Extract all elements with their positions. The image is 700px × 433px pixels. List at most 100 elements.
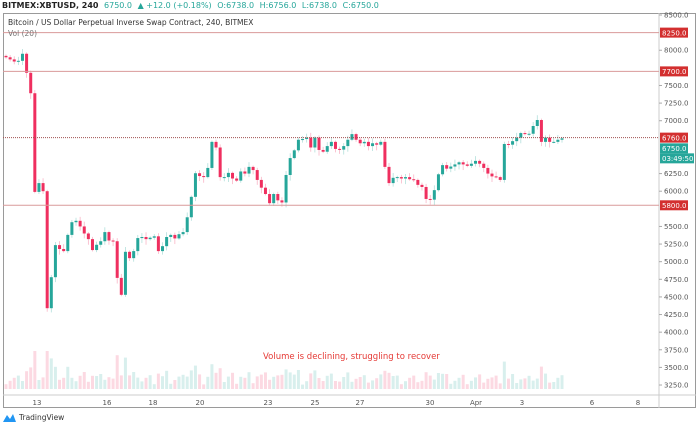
candle-up bbox=[556, 139, 560, 142]
volume-bar bbox=[478, 374, 482, 389]
candle-down bbox=[111, 240, 115, 242]
volume-bar bbox=[144, 377, 148, 389]
candle-up bbox=[177, 234, 181, 239]
candle-down bbox=[202, 176, 206, 178]
volume-bar bbox=[515, 383, 519, 389]
candle-down bbox=[486, 167, 490, 174]
volume-bar bbox=[309, 373, 313, 389]
candle-up bbox=[552, 141, 556, 143]
candle-up bbox=[148, 237, 152, 240]
volume-bar bbox=[49, 358, 53, 389]
candle-up bbox=[20, 53, 24, 61]
candle-up bbox=[210, 141, 214, 168]
candle-up bbox=[66, 234, 70, 252]
volume-bar bbox=[523, 378, 527, 389]
candle-up bbox=[519, 133, 523, 138]
volume-bar bbox=[53, 366, 57, 389]
volume-bar bbox=[103, 379, 107, 389]
price-tick-label: 4750.0 bbox=[664, 276, 689, 284]
volume-bar bbox=[296, 370, 300, 389]
candle-down bbox=[461, 162, 465, 165]
candle-up bbox=[342, 146, 346, 150]
volume-bar bbox=[259, 374, 263, 389]
candle-up bbox=[95, 244, 99, 251]
candle-down bbox=[317, 137, 321, 150]
candle-down bbox=[218, 147, 222, 178]
candle-up bbox=[379, 141, 383, 145]
volume-bar bbox=[45, 351, 49, 389]
volume-bar bbox=[95, 376, 99, 389]
price-tick-label: 7500.0 bbox=[664, 82, 689, 90]
candle-up bbox=[226, 172, 230, 178]
volume-bar bbox=[255, 376, 259, 389]
symbol-name: BITMEX:XBTUSD, 240 bbox=[2, 1, 99, 10]
time-tick-label: 30 bbox=[426, 399, 435, 407]
candle-up bbox=[152, 236, 156, 238]
volume-bar bbox=[33, 351, 37, 389]
volume-bar bbox=[325, 375, 329, 389]
volume-bar bbox=[457, 377, 461, 389]
volume-bar bbox=[535, 378, 539, 389]
volume-bar bbox=[408, 377, 412, 389]
volume-bar bbox=[169, 383, 173, 389]
candle-up bbox=[99, 241, 103, 245]
volume-bar bbox=[305, 381, 309, 389]
candle-up bbox=[136, 238, 140, 252]
candle-down bbox=[115, 241, 119, 278]
volume-bar bbox=[62, 377, 66, 389]
candle-up bbox=[527, 133, 531, 135]
volume-bar bbox=[218, 368, 222, 389]
ohlc-low: L:6738.0 bbox=[301, 1, 338, 10]
chart-frame[interactable] bbox=[3, 13, 696, 408]
volume-bar bbox=[165, 370, 169, 389]
candle-up bbox=[502, 143, 506, 180]
candle-up bbox=[284, 174, 288, 203]
candle-down bbox=[263, 187, 267, 195]
candle-down bbox=[82, 226, 86, 234]
volume-bar bbox=[371, 380, 375, 389]
candle-up bbox=[432, 190, 436, 200]
volume-indicator-label[interactable]: Vol (20) bbox=[8, 29, 38, 38]
candle-down bbox=[478, 160, 482, 164]
volume-bar bbox=[58, 379, 62, 389]
candle-up bbox=[395, 177, 399, 179]
candle-down bbox=[173, 234, 177, 239]
candle-up bbox=[453, 164, 457, 167]
volume-bar bbox=[66, 366, 70, 389]
candle-down bbox=[399, 177, 403, 179]
volume-bar bbox=[362, 375, 366, 389]
candle-up bbox=[441, 165, 445, 175]
volume-bar bbox=[214, 372, 218, 389]
candle-down bbox=[523, 133, 527, 135]
candle-up bbox=[560, 138, 564, 140]
candle-down bbox=[416, 179, 420, 185]
volume-bar bbox=[25, 371, 29, 389]
price-tick-label: 8000.0 bbox=[664, 47, 689, 55]
candle-down bbox=[333, 141, 337, 149]
volume-bar bbox=[181, 374, 185, 389]
level-price-label: 5800.0 bbox=[662, 202, 687, 210]
time-tick-label: 13 bbox=[33, 399, 42, 407]
volume-bar bbox=[358, 377, 362, 389]
candle-down bbox=[366, 141, 370, 147]
volume-bar bbox=[317, 378, 321, 389]
volume-bar bbox=[74, 381, 78, 389]
candle-up bbox=[469, 163, 473, 166]
candle-down bbox=[45, 191, 49, 309]
tradingview-logo[interactable]: TradingView bbox=[3, 413, 64, 422]
volume-bar bbox=[428, 375, 432, 389]
volume-bar bbox=[99, 374, 103, 389]
volume-bar bbox=[284, 369, 288, 389]
volume-bar bbox=[148, 375, 152, 389]
candle-down bbox=[321, 149, 325, 152]
candle-up bbox=[272, 194, 276, 204]
volume-bar bbox=[424, 372, 428, 389]
level-price-tag bbox=[660, 200, 688, 211]
volume-bar bbox=[8, 380, 12, 389]
volume-bar bbox=[185, 376, 189, 389]
volume-bar bbox=[156, 373, 160, 389]
volume-bar bbox=[20, 381, 24, 389]
volume-bar bbox=[338, 381, 342, 389]
price-tick-label: 6250.0 bbox=[664, 170, 689, 178]
